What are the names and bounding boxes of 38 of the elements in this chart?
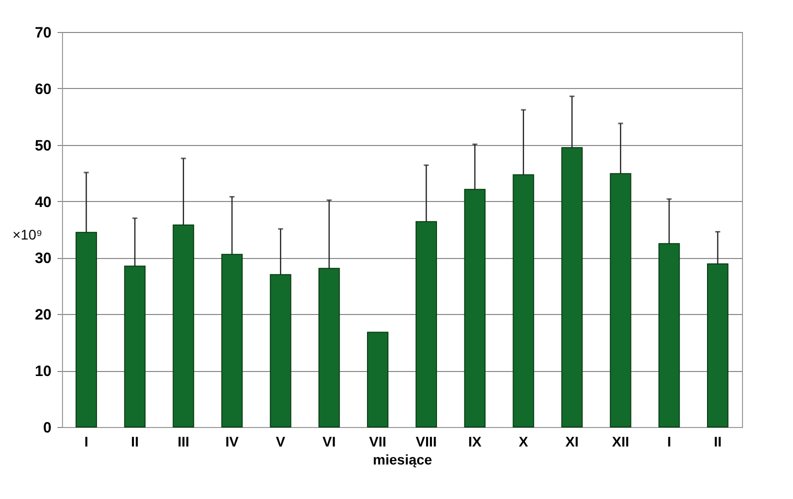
bar: [512, 174, 534, 428]
x-tick-label: I: [84, 434, 88, 450]
x-axis-title: miesiące: [372, 452, 432, 468]
bar: [76, 232, 97, 428]
x-tick-label: II: [130, 434, 139, 450]
bar: [367, 332, 388, 428]
x-tick-label: IX: [468, 434, 482, 450]
x-tick-label: IV: [225, 434, 240, 450]
bar: [707, 263, 728, 428]
x-tick-label: V: [276, 434, 286, 450]
y-tick-label: 50: [34, 137, 52, 154]
y-tick-label: 30: [34, 250, 52, 268]
x-tick-label: II: [714, 434, 722, 450]
x-tick-label: VII: [369, 434, 386, 450]
y-tick-label: 20: [34, 306, 52, 324]
bar: [270, 274, 292, 428]
bar: [658, 243, 680, 428]
bar: [610, 173, 632, 428]
x-tick-label: I: [667, 434, 672, 450]
y-tick-label: 10: [34, 363, 52, 380]
x-tick-label: VIII: [416, 434, 437, 450]
y-tick-label: 0: [43, 420, 52, 436]
x-tick-label: X: [518, 434, 529, 450]
bar: [124, 266, 146, 428]
y-tick-label: 40: [34, 194, 52, 211]
x-tick-label: III: [178, 434, 190, 450]
bar: [172, 224, 194, 428]
bar: [464, 188, 486, 428]
y-axis-title: ×10⁹: [12, 226, 42, 242]
bar: [318, 268, 340, 428]
y-tick-label: 70: [34, 24, 52, 42]
x-tick-label: VI: [322, 434, 336, 450]
bar: [221, 254, 243, 428]
x-tick-label: XI: [565, 434, 579, 450]
bar: [416, 221, 437, 428]
x-tick-label: XII: [612, 434, 630, 450]
bar: [561, 147, 583, 428]
y-tick-label: 60: [34, 80, 52, 98]
